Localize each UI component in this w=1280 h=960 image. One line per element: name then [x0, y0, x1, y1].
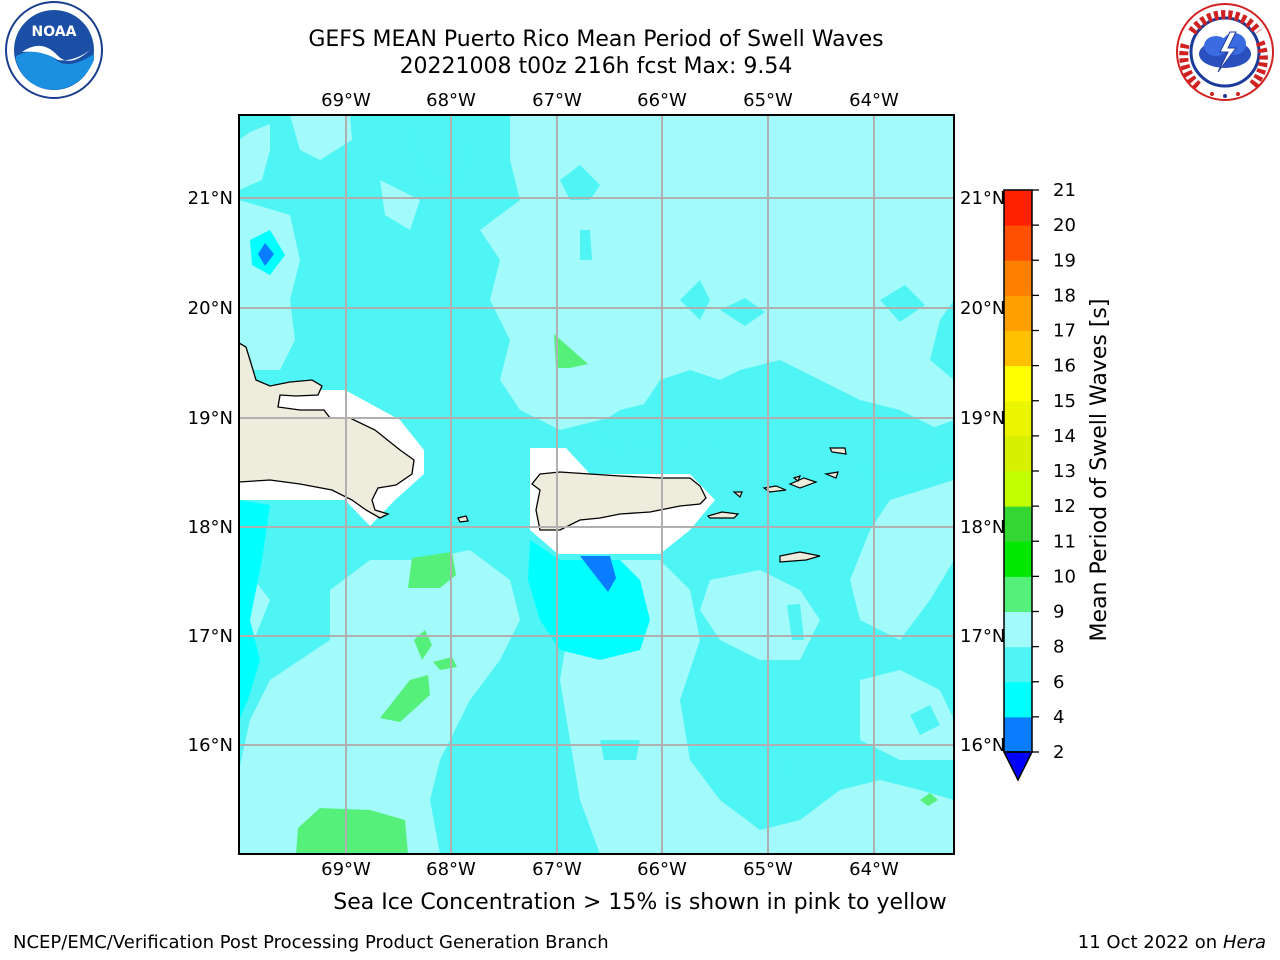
noaa-logo-icon: NOAA: [5, 1, 103, 99]
noaa-logo-text: NOAA: [32, 24, 77, 40]
lon-label-top: 64°W: [849, 90, 899, 111]
lon-label-bottom: 69°W: [321, 859, 371, 880]
contour-6-8s-inner: [410, 120, 954, 780]
lon-label-bottom: 64°W: [849, 859, 899, 880]
lat-labels-left: 21°N 20°N 19°N 18°N 17°N 16°N: [188, 188, 233, 756]
hispaniola-land: [239, 342, 415, 519]
colorbar: 2 4 6 8 9 10 11 12 13 14 15 16 17 18 19 20 21: [1002, 180, 1076, 782]
lat-label-right: 18°N: [960, 517, 1005, 538]
colorbar-segment: [1004, 646, 1032, 683]
sea-ice-note: Sea Ice Concentration > 15% is shown in …: [333, 890, 947, 915]
colorbar-segment: [1004, 471, 1032, 507]
colorbar-tick-label: 18: [1053, 285, 1076, 306]
colorbar-segment: [1004, 716, 1032, 753]
virgin-islands-land: [457, 447, 847, 563]
colorbar-segment: [1004, 506, 1032, 542]
colorbar-segment: [1004, 190, 1032, 226]
chart-subtitle-run: 20221008 t00z 216h fcst Max: 9.54: [399, 54, 793, 79]
lon-label-bottom: 66°W: [637, 859, 687, 880]
lon-label-bottom: 67°W: [532, 859, 582, 880]
colorbar-segment: [1004, 365, 1032, 402]
map-gridlines: [239, 115, 954, 854]
nws-logo-icon: [1176, 3, 1274, 101]
colorbar-tick-label: 14: [1053, 426, 1076, 447]
lat-label-right: 19°N: [960, 408, 1005, 429]
swell-period-field: [239, 115, 954, 854]
footer-host: Hera: [1222, 932, 1266, 953]
lat-label-left: 18°N: [188, 517, 233, 538]
colorbar-tick-label: 11: [1053, 531, 1076, 552]
colorbar-tick-label: 2: [1053, 742, 1064, 763]
lon-label-bottom: 65°W: [743, 859, 793, 880]
colorbar-segment: [1004, 400, 1032, 437]
lon-label-top: 68°W: [426, 90, 476, 111]
colorbar-segment: [1004, 295, 1032, 331]
colorbar-segment: [1004, 611, 1032, 648]
colorbar-tick-label: 16: [1053, 356, 1076, 377]
colorbar-tick-label: 13: [1053, 461, 1076, 482]
colorbar-tick-label: 4: [1053, 707, 1064, 728]
colorbar-segment: [1004, 681, 1032, 718]
lat-label-left: 21°N: [188, 188, 233, 209]
colorbar-segment: [1004, 576, 1032, 612]
map-frame: [238, 114, 955, 855]
contour-9-10s: [296, 334, 938, 854]
lon-label-top: 67°W: [532, 90, 582, 111]
lon-labels-bottom: 69°W 68°W 67°W 66°W 65°W 64°W: [321, 859, 899, 880]
lat-label-left: 19°N: [188, 408, 233, 429]
lon-label-top: 69°W: [321, 90, 371, 111]
footer-date-text: 11 Oct 2022 on: [1077, 932, 1218, 953]
colorbar-tick-label: 15: [1053, 391, 1076, 412]
lat-label-left: 20°N: [188, 298, 233, 319]
colorbar-label: Mean Period of Swell Waves [s]: [1087, 299, 1112, 642]
colorbar-tick-label: 10: [1053, 566, 1076, 587]
lat-label-left: 16°N: [188, 735, 233, 756]
lon-labels-top: 69°W 68°W 67°W 66°W 65°W 64°W: [321, 90, 899, 111]
chart-title: GEFS MEAN Puerto Rico Mean Period of Swe…: [308, 27, 884, 52]
lat-label-right: 16°N: [960, 735, 1005, 756]
contour-8-9s: [239, 115, 954, 854]
lat-label-right: 21°N: [960, 188, 1005, 209]
footer-branch: NCEP/EMC/Verification Post Processing Pr…: [13, 932, 609, 953]
colorbar-segment: [1004, 541, 1032, 577]
contour-4-6s: [239, 230, 650, 720]
footer-date: 11 Oct 2022 on Hera: [1078, 932, 1266, 953]
lat-label-left: 17°N: [188, 626, 233, 647]
contour-2-4s: [258, 243, 616, 592]
colorbar-segment: [1004, 330, 1032, 367]
colorbar-segment: [1004, 225, 1032, 261]
colorbar-tick-label: 17: [1053, 321, 1076, 342]
colorbar-segment: [1004, 435, 1032, 472]
colorbar-tick-label: 6: [1053, 672, 1064, 693]
colorbar-segment: [1004, 260, 1032, 296]
colorbar-tick-label: 20: [1053, 215, 1076, 236]
colorbar-tick-label: 21: [1053, 180, 1076, 201]
lon-label-top: 65°W: [743, 90, 793, 111]
lat-labels-right: 21°N 20°N 19°N 18°N 17°N 16°N: [960, 188, 1005, 756]
colorbar-tick-label: 8: [1053, 637, 1064, 658]
colorbar-tick-label: 12: [1053, 496, 1076, 517]
colorbar-tick-label: 19: [1053, 250, 1076, 271]
lat-label-right: 17°N: [960, 626, 1005, 647]
lon-label-top: 66°W: [637, 90, 687, 111]
colorbar-under-triangle: [1002, 751, 1034, 782]
lon-label-bottom: 68°W: [426, 859, 476, 880]
colorbar-tick-label: 9: [1053, 602, 1064, 623]
lat-label-right: 20°N: [960, 298, 1005, 319]
